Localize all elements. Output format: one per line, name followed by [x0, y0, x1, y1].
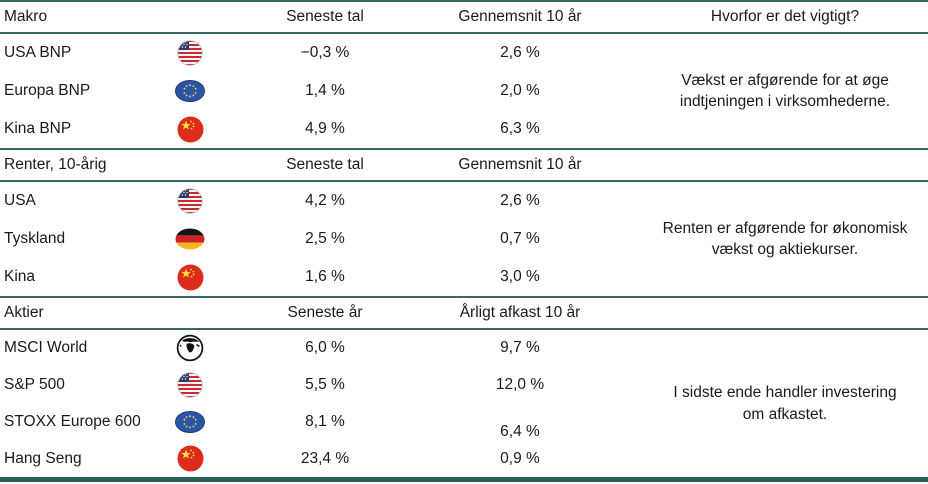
section-header-makro: Makro Seneste tal Gennemsnit 10 år Hvorf… [0, 0, 928, 34]
section-body-makro: USA BNP −0,3 % 2,6 % Europa BNP 1,4 % 2,… [0, 34, 928, 148]
latest-value: 8,1 % [305, 412, 345, 430]
latest-value: 4,9 % [305, 120, 345, 137]
average-value: 2,6 % [500, 192, 540, 209]
row-label: Kina [4, 268, 36, 285]
section-title: Renter, 10-årig [4, 156, 107, 173]
usa-flag-icon [160, 40, 220, 66]
column-header-latest: Seneste tal [286, 8, 364, 25]
latest-value: −0,3 % [300, 44, 350, 61]
why-important-note: I sidste ende handler investering om afk… [673, 384, 897, 423]
average-value: 6,3 % [500, 120, 540, 137]
column-header-average: Gennemsnit 10 år [458, 8, 582, 25]
row-label: S&P 500 [4, 376, 65, 394]
row-label: MSCI World [4, 339, 88, 357]
latest-value: 6,0 % [305, 339, 345, 357]
latest-value: 23,4 % [300, 449, 350, 467]
bottom-rule [0, 477, 928, 482]
column-header-average: Årligt afkast 10 år [459, 304, 581, 321]
column-header-latest: Seneste år [287, 304, 363, 321]
eu-flag-icon [160, 410, 220, 433]
germany-flag-icon [160, 228, 220, 250]
usa-flag-icon [160, 188, 220, 214]
section-header-renter: Renter, 10-årig Seneste tal Gennemsnit 1… [0, 148, 928, 182]
china-flag-icon [160, 445, 220, 472]
column-header-why: Hvorfor er det vigtigt? [710, 8, 860, 25]
latest-value: 1,4 % [305, 82, 345, 99]
row-label: Kina BNP [4, 120, 72, 137]
latest-value: 5,5 % [305, 376, 345, 394]
average-value: 0,9 % [500, 449, 540, 467]
latest-value: 2,5 % [305, 230, 345, 247]
row-label: Tyskland [4, 230, 66, 247]
row-label: STOXX Europe 600 [4, 412, 141, 430]
section-body-renter: USA 4,2 % 2,6 % Tyskland 2,5 % 0,7 % Kin… [0, 182, 928, 296]
china-flag-icon [160, 264, 220, 291]
average-value: 3,0 % [500, 268, 540, 285]
section-title: Aktier [4, 304, 44, 321]
section-header-aktier: Aktier Seneste år Årligt afkast 10 år [0, 296, 928, 330]
average-value: 2,6 % [500, 44, 540, 61]
globe-icon [160, 334, 220, 362]
latest-value: 4,2 % [305, 192, 345, 209]
row-label: Hang Seng [4, 449, 82, 467]
section-body-aktier: MSCI World 6,0 % 9,7 % S&P 500 5,5 % 12,… [0, 330, 928, 477]
why-important-note: Renten er afgørende for økonomisk vækst … [662, 219, 908, 258]
average-value: 6,4 % [500, 422, 540, 440]
eu-flag-icon [160, 80, 220, 102]
latest-value: 1,6 % [305, 268, 345, 285]
why-important-note: Vækst er afgørende for at øge indtjening… [679, 71, 891, 110]
average-value: 2,0 % [500, 82, 540, 99]
average-value: 9,7 % [500, 339, 540, 357]
column-header-average: Gennemsnit 10 år [458, 156, 582, 173]
usa-flag-icon [160, 372, 220, 398]
china-flag-icon [160, 116, 220, 143]
section-title: Makro [4, 8, 48, 25]
row-label: USA [4, 192, 36, 209]
row-label: Europa BNP [4, 82, 91, 99]
column-header-latest: Seneste tal [286, 156, 364, 173]
average-value: 12,0 % [495, 376, 545, 394]
average-value: 0,7 % [500, 230, 540, 247]
row-label: USA BNP [4, 44, 72, 61]
